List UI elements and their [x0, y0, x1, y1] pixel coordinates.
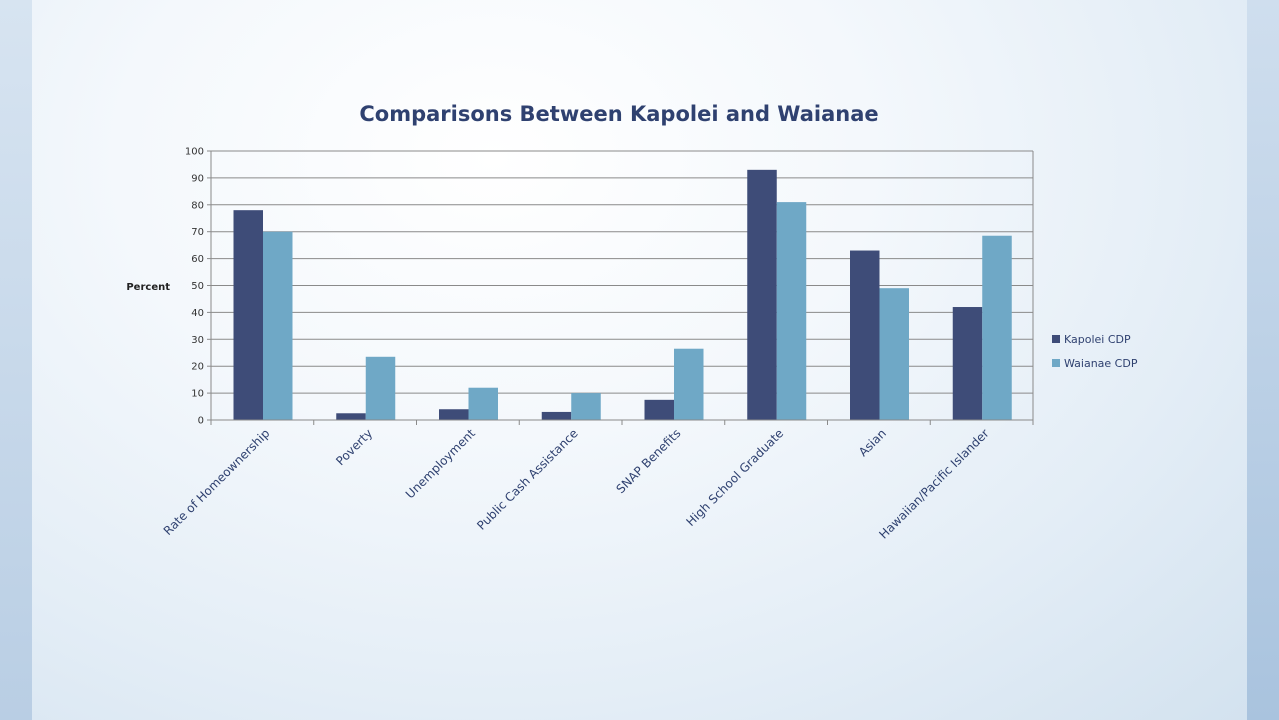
bar-kapolei — [850, 250, 880, 420]
y-tick-label: 10 — [191, 389, 204, 400]
x-category-label: Rate of Homeownership — [161, 426, 273, 538]
y-tick-label: 50 — [191, 281, 204, 292]
x-category-label: Public Cash Assistance — [474, 426, 581, 533]
y-tick-label: 90 — [191, 173, 204, 184]
bar-kapolei — [233, 210, 263, 420]
legend-label: Kapolei CDP — [1064, 333, 1131, 346]
y-tick-label: 20 — [191, 362, 204, 373]
bar-kapolei — [644, 399, 674, 420]
y-tick-label: 40 — [191, 308, 204, 319]
bar-waianae — [776, 202, 807, 420]
x-category-label: SNAP Benefits — [614, 426, 684, 496]
x-category-label: Asian — [856, 426, 889, 459]
bar-waianae — [982, 235, 1012, 420]
bar-waianae — [674, 348, 704, 420]
chart-title: Comparisons Between Kapolei and Waianae — [359, 102, 878, 126]
legend-swatch — [1052, 335, 1060, 343]
grid-lines — [211, 150, 1033, 421]
y-tick-label: 70 — [191, 227, 204, 238]
y-tick-label: 100 — [185, 147, 204, 158]
bar-waianae — [365, 356, 396, 420]
bar-kapolei — [952, 307, 983, 420]
x-category-label: Poverty — [333, 426, 375, 468]
y-tick-label: 0 — [198, 416, 204, 427]
bar-kapolei — [541, 411, 572, 420]
x-category-label: Hawaiian/Pacific Islander — [876, 426, 991, 541]
bar-waianae — [879, 288, 909, 420]
bar-waianae — [263, 231, 293, 420]
slide-left-margin — [0, 0, 32, 720]
y-tick-label: 80 — [191, 200, 204, 211]
bars — [233, 169, 1012, 420]
bar-waianae — [468, 387, 498, 420]
slide-right-margin — [1247, 0, 1279, 720]
y-axis-title: Percent — [126, 282, 170, 293]
bar-kapolei — [747, 169, 777, 420]
legend: Kapolei CDP Waianae CDP — [1052, 333, 1138, 370]
y-tick-label: 60 — [191, 254, 204, 265]
bar-waianae — [571, 393, 601, 420]
y-tick-label: 30 — [191, 335, 204, 346]
legend-swatch — [1052, 359, 1060, 367]
bar-kapolei — [336, 413, 366, 420]
x-category-label: High School Graduate — [684, 426, 787, 529]
x-category-label: Unemployment — [403, 426, 478, 501]
bar-kapolei — [439, 409, 469, 420]
legend-label: Waianae CDP — [1064, 357, 1138, 370]
